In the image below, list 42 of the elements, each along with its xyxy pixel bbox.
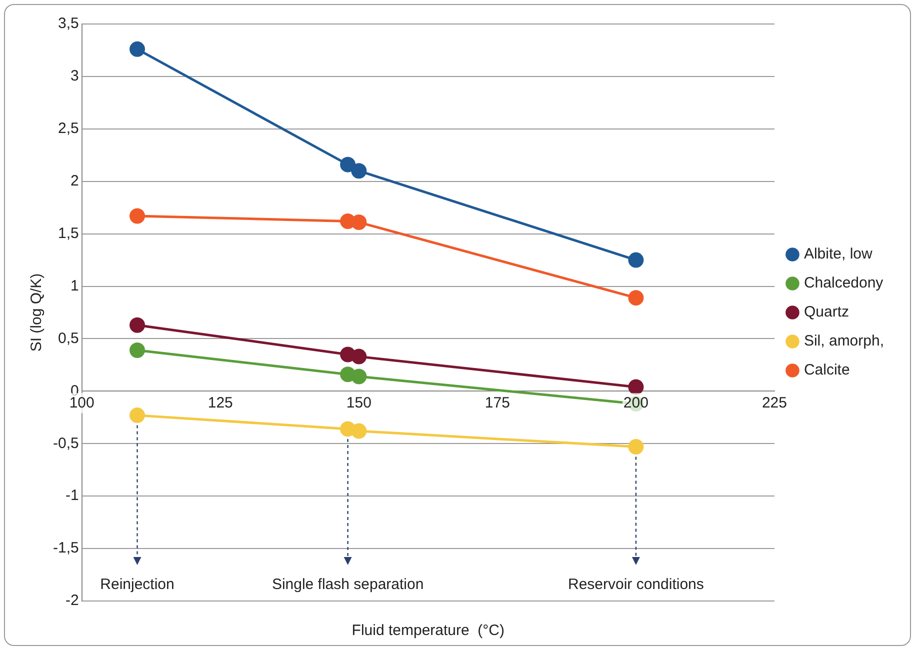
y-tick-label: 2 [70, 172, 79, 190]
annotation: Reservoir conditions [568, 576, 704, 594]
x-tick-label: 225 [762, 394, 787, 412]
point [340, 156, 356, 172]
legend-label: Quartz [804, 304, 849, 321]
point [130, 342, 146, 358]
y-tick-label: -2 [66, 592, 79, 610]
y-axis-title: SI (log Q/K) [28, 273, 46, 352]
point [130, 317, 146, 333]
point [628, 252, 644, 268]
legend-label: Sil, amorph, [804, 332, 884, 350]
legend-label: Calcite [804, 362, 850, 379]
y-tick-label: -0,5 [52, 434, 79, 452]
legend-label: Chalcedony [804, 274, 884, 292]
point [351, 423, 367, 439]
y-tick-label: 1 [70, 277, 79, 294]
point [628, 379, 644, 395]
y-tick-label: 3,5 [58, 15, 79, 32]
y-tick-label: 2,5 [58, 120, 79, 138]
x-tick-label: 200 [623, 394, 648, 412]
annotation: Reinjection [100, 576, 174, 594]
point [351, 214, 367, 230]
x-axis-title: Fluid temperature (°C) [352, 622, 505, 640]
x-tick-label: 150 [346, 394, 372, 412]
point [628, 439, 644, 455]
y-tick-label: -1,5 [52, 540, 79, 557]
point [130, 408, 146, 424]
x-tick-label: 100 [69, 394, 94, 412]
legend-label: Albite, low [804, 246, 872, 263]
x-tick-label: 125 [208, 394, 233, 412]
y-tick-label: 3 [70, 68, 79, 85]
point [628, 290, 644, 306]
x-tick-label: 175 [484, 394, 510, 412]
y-tick-label: 0,5 [58, 330, 79, 347]
y-tick-label: -1 [66, 487, 79, 504]
annotation: Single flash separation [272, 576, 424, 594]
y-tick-label: 1,5 [58, 224, 79, 242]
point [351, 163, 367, 179]
point [130, 208, 146, 224]
point [351, 368, 367, 384]
point [351, 348, 367, 364]
point [130, 41, 146, 57]
